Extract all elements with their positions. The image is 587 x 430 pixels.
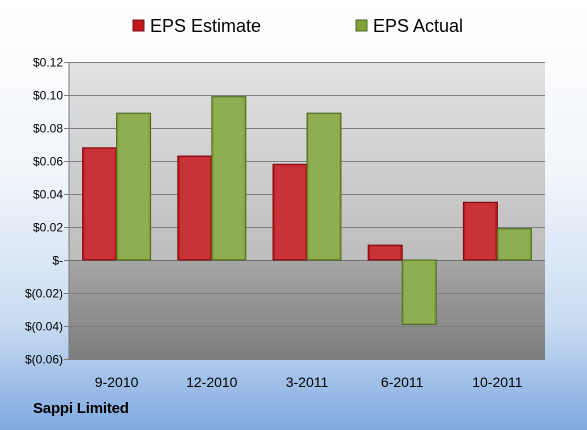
bar-highlight [84, 148, 115, 259]
legend: EPS Estimate EPS Actual [132, 16, 463, 36]
bar-highlight [179, 157, 210, 259]
bar-body [401, 259, 437, 325]
bar-highlight [370, 246, 401, 259]
bar-highlight [213, 97, 244, 260]
x-category-label: 12-2010 [186, 374, 238, 390]
y-tick-label: $0.04 [33, 188, 63, 202]
bar-highlight [404, 261, 435, 324]
x-category-label: 6-2011 [381, 374, 424, 390]
y-tick-label: $(0.06) [25, 353, 63, 367]
x-axis-categories: 9-2010 12-2010 3-2011 6-2011 10-2011 [95, 374, 523, 390]
y-tick-label: $0.10 [33, 89, 63, 103]
bar-body [211, 96, 247, 261]
legend-item-actual: EPS Actual [355, 16, 463, 36]
bar-eps-estimate [462, 201, 498, 261]
bar-highlight [499, 229, 530, 259]
bar-eps-actual [401, 259, 437, 325]
bars [82, 96, 532, 325]
y-tick-label: $0.02 [33, 221, 63, 235]
bar-body [177, 155, 213, 261]
bar-eps-actual [306, 112, 342, 261]
company-name: Sappi Limited [33, 400, 129, 417]
bar-highlight [118, 114, 149, 260]
y-tick-label: $- [52, 254, 63, 268]
bar-body [462, 201, 498, 261]
legend-label: EPS Estimate [150, 16, 261, 36]
bar-body [367, 244, 403, 261]
y-tick-label: $(0.02) [25, 287, 63, 301]
legend-item-estimate: EPS Estimate [132, 16, 261, 36]
y-axis-ticks: $0.12 $0.10 $0.08 $0.06 $0.04 $0.02 $- $(0.02) $… [25, 56, 63, 367]
x-category-label: 9-2010 [95, 374, 139, 390]
legend-swatch [355, 19, 368, 32]
y-tick-label: $(0.04) [25, 320, 63, 334]
y-tick-label: $0.08 [33, 122, 63, 136]
bar-body [272, 163, 308, 261]
bar-eps-actual [116, 112, 152, 261]
bar-body [116, 112, 152, 261]
bar-eps-actual [496, 228, 532, 261]
bar-eps-estimate [367, 244, 403, 261]
bar-eps-actual [211, 96, 247, 261]
bar-body [496, 228, 532, 261]
bar-eps-estimate [177, 155, 213, 261]
bar-highlight [465, 203, 496, 259]
x-category-label: 10-2011 [472, 374, 523, 390]
x-category-label: 3-2011 [286, 374, 329, 390]
y-tick-label: $0.06 [33, 155, 63, 169]
bar-eps-estimate [82, 147, 118, 261]
legend-label: EPS Actual [373, 16, 463, 36]
legend-swatch [132, 19, 145, 32]
bar-highlight [275, 165, 305, 259]
bar-highlight [309, 114, 339, 260]
bar-body [306, 112, 342, 261]
bar-eps-estimate [272, 163, 308, 261]
plot-bg-negative [69, 260, 545, 359]
y-tick-label: $0.12 [33, 56, 63, 70]
